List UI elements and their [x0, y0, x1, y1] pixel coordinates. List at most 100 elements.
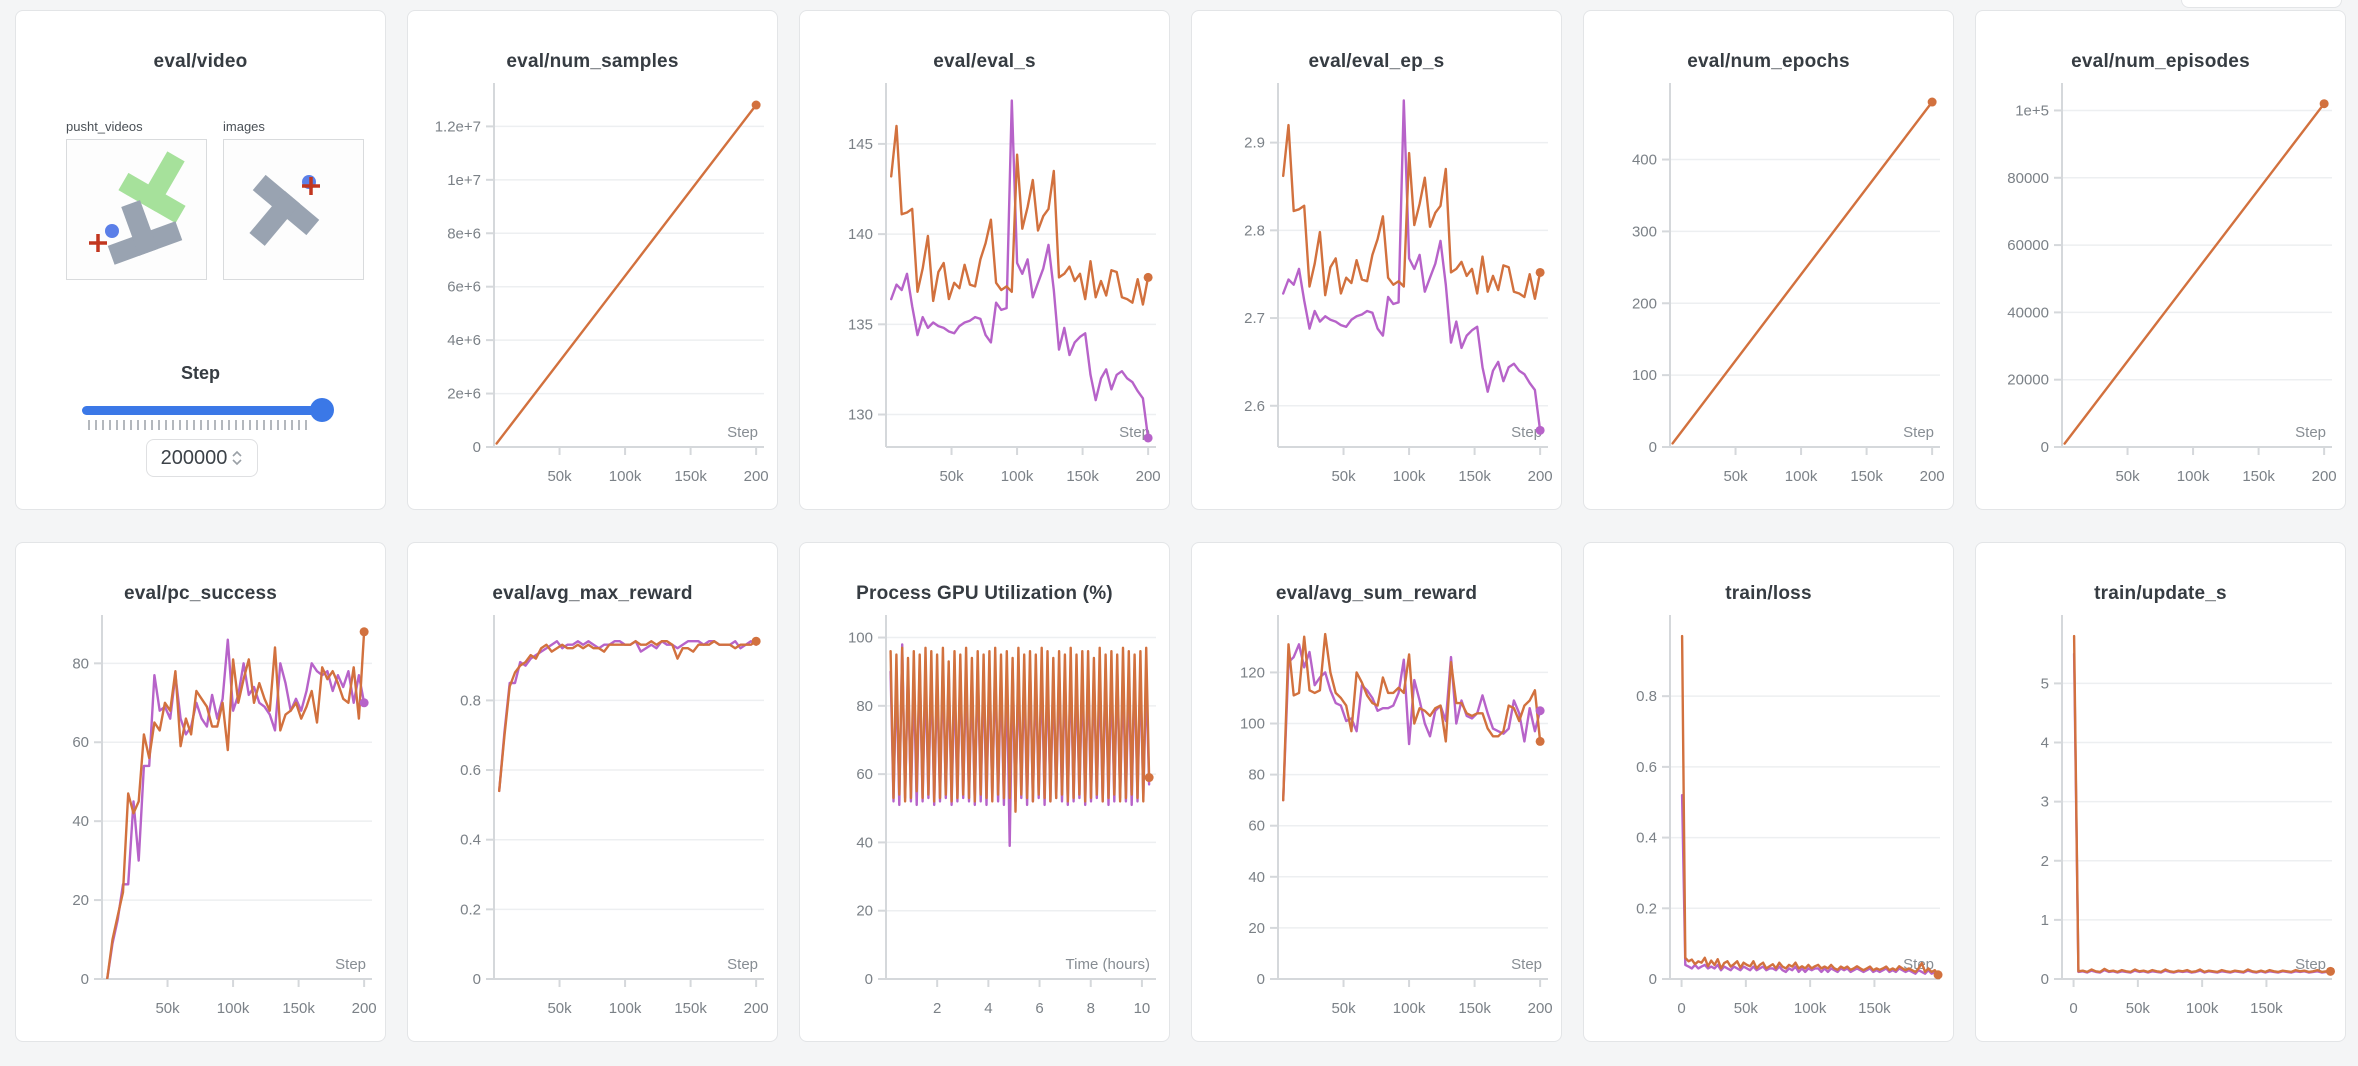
- panel-title: train/loss: [1725, 583, 1812, 604]
- step-slider[interactable]: [82, 398, 334, 430]
- series-end-dot-run-orange: [1143, 272, 1153, 282]
- x-tick-label: 50k: [547, 1000, 572, 1017]
- x-axis-title: Step: [727, 956, 758, 973]
- series-line-run-purple: [497, 639, 758, 793]
- step-slider-thumb[interactable]: [310, 398, 334, 422]
- x-tick-label: 0: [1677, 1000, 1685, 1017]
- video-thumbnail-pusht[interactable]: [66, 139, 207, 280]
- chart-plot[interactable]: 0 20 40 60 80 50k 100k 150k 200 Step: [16, 543, 387, 1043]
- y-tick-label: 60000: [2007, 237, 2049, 254]
- series-group: [2072, 634, 2332, 974]
- x-tick-label: 0: [2069, 1000, 2077, 1017]
- y-tick-label: 100: [848, 630, 873, 647]
- y-tick-label: 130: [848, 407, 873, 424]
- chart-plot[interactable]: 0 0.2 0.4 0.6 0.8 50k 100k 150k 200 Step: [408, 543, 779, 1043]
- panel-eval-avg-sum-reward: eval/avg_sum_reward 0 20 40 60 80 100 120 50k 100…: [1191, 542, 1562, 1042]
- panel-eval-eval-s: eval/eval_s 130 135 140 145 50k 100k 150k 200 Ste…: [799, 10, 1170, 510]
- panel-eval-num-episodes: eval/num_episodes 0 20000 40000 60000 80000 1e…: [1975, 10, 2346, 510]
- series-end-dot-run-orange: [751, 100, 761, 110]
- x-tick-label: 150k: [2242, 468, 2275, 485]
- y-tick-label: 20: [72, 892, 89, 909]
- y-tick-label: 5: [2041, 675, 2049, 692]
- chart-plot[interactable]: 0 100 200 300 400 50k 100k 150k 200 Step: [1584, 11, 1955, 511]
- panel-title: train/update_s: [2094, 583, 2227, 604]
- x-axis-title: Step: [2295, 424, 2326, 441]
- y-tick-label: 120: [1240, 664, 1265, 681]
- x-tick-label: 10: [1134, 1000, 1151, 1017]
- series-group: [889, 643, 1151, 847]
- y-tick-label: 80: [72, 655, 89, 672]
- video-thumbnail-images[interactable]: [223, 139, 364, 280]
- y-tick-label: 20: [856, 903, 873, 920]
- y-tick-label: 80: [856, 698, 873, 715]
- x-tick-label: 100k: [609, 468, 642, 485]
- panel-eval-pc-success: eval/pc_success 0 20 40 60 80 50k 100k 150k 200 St…: [15, 542, 386, 1042]
- y-tick-label: 2: [2041, 853, 2049, 870]
- y-tick-label: 145: [848, 136, 873, 153]
- series-group: [1281, 632, 1542, 802]
- series-line-run-orange: [1680, 634, 1940, 976]
- pusht-scene-2: [249, 174, 320, 246]
- chart-plot[interactable]: 0 2e+6 4e+6 6e+6 8e+6 1e+7 1.2e+7 50k 100k 150k 20…: [408, 11, 779, 511]
- chart-plot[interactable]: 0 1 2 3 4 5 0 50k 100k 150k Step: [1976, 543, 2347, 1043]
- series-group: [2063, 102, 2326, 445]
- step-slider-track[interactable]: [82, 406, 322, 415]
- x-axis-title: Time (hours): [1066, 956, 1150, 973]
- series-end-dot-run-purple: [1535, 425, 1545, 435]
- x-tick-label: 8: [1087, 1000, 1095, 1017]
- y-tick-label: 8e+6: [447, 225, 481, 242]
- x-tick-label: 100k: [2177, 468, 2210, 485]
- x-tick-label: 4: [984, 1000, 992, 1017]
- panel-title: eval/num_epochs: [1687, 51, 1850, 72]
- x-tick-label: 50k: [2115, 468, 2140, 485]
- series-line-run-purple: [2072, 652, 2332, 974]
- x-axis-title: Step: [727, 424, 758, 441]
- step-input[interactable]: 200000: [146, 439, 258, 477]
- y-tick-label: 2.8: [1244, 222, 1265, 239]
- panel-title: eval/eval_ep_s: [1308, 51, 1445, 72]
- x-tick-label: 150k: [1850, 468, 1883, 485]
- series-end-dot-run-orange: [359, 627, 369, 637]
- series-line-run-orange: [1281, 632, 1542, 802]
- y-tick-label: 0.8: [460, 692, 481, 709]
- y-tick-label: 80000: [2007, 170, 2049, 187]
- series-line-run-orange: [2072, 634, 2332, 974]
- chart-plot[interactable]: 0 20 40 60 80 100 120 50k 100k 150k 200 Step: [1192, 543, 1563, 1043]
- x-tick-label: 200: [352, 1000, 377, 1017]
- y-tick-label: 0.4: [1636, 830, 1657, 847]
- stepper-arrows-icon[interactable]: [231, 449, 243, 467]
- y-tick-label: 2.9: [1244, 135, 1265, 152]
- chart-plot[interactable]: 130 135 140 145 50k 100k 150k 200 Step: [800, 11, 1171, 511]
- y-tick-label: 40: [72, 813, 89, 830]
- panel-title: eval/eval_s: [933, 51, 1036, 72]
- x-tick-label: 50k: [155, 1000, 180, 1017]
- y-tick-label: 0: [473, 439, 481, 456]
- y-tick-label: 0.6: [1636, 759, 1657, 776]
- y-tick-label: 3: [2041, 794, 2049, 811]
- x-tick-label: 150k: [1858, 1000, 1891, 1017]
- chart-plot[interactable]: 0 20000 40000 60000 80000 1e+5 50k 100k 150k 200 S…: [1976, 11, 2347, 511]
- goal-t-shape: [118, 151, 186, 224]
- x-tick-label: 2: [933, 1000, 941, 1017]
- step-slider-ruler: [88, 420, 312, 430]
- target-cross: [302, 177, 320, 195]
- y-tick-label: 0: [865, 971, 873, 988]
- x-tick-label: 100k: [1001, 468, 1034, 485]
- y-tick-label: 300: [1632, 223, 1657, 240]
- panel-title: eval/avg_sum_reward: [1275, 583, 1478, 604]
- series-line-run-orange: [2063, 102, 2326, 445]
- x-tick-label: 150k: [1458, 468, 1491, 485]
- chart-plot[interactable]: 2.6 2.7 2.8 2.9 50k 100k 150k 200 Step: [1192, 11, 1563, 511]
- series-end-dot-run-purple: [1143, 433, 1153, 443]
- y-tick-label: 0: [81, 971, 89, 988]
- chart-plot[interactable]: 0 20 40 60 80 100 2 4 6 8 10 Time (hours): [800, 543, 1171, 1043]
- x-tick-label: 50k: [1723, 468, 1748, 485]
- x-axis-title: Step: [2295, 956, 2326, 973]
- x-axis-title: Step: [335, 956, 366, 973]
- panel-title: eval/num_episodes: [2071, 51, 2250, 72]
- x-axis-title: Step: [1119, 424, 1150, 441]
- y-tick-label: 40: [1248, 869, 1265, 886]
- series-line-run-orange: [495, 103, 758, 445]
- x-tick-label: 100k: [217, 1000, 250, 1017]
